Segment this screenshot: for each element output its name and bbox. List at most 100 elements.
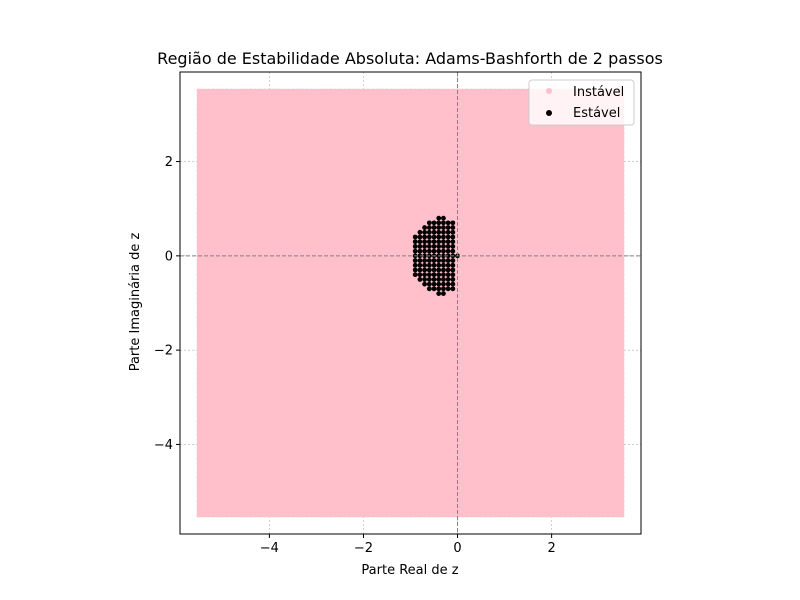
unstable-point <box>267 131 272 136</box>
unstable-point <box>295 314 300 320</box>
unstable-point <box>262 291 267 296</box>
unstable-point <box>445 197 451 202</box>
unstable-point <box>436 352 441 358</box>
unstable-point <box>271 145 277 150</box>
unstable-point <box>201 135 206 141</box>
unstable-point <box>370 201 376 207</box>
unstable-point <box>413 277 418 282</box>
unstable-point <box>210 475 216 480</box>
unstable-point <box>427 112 432 117</box>
unstable-point <box>380 446 385 452</box>
unstable-point <box>253 451 258 457</box>
unstable-point <box>220 187 225 193</box>
unstable-point <box>206 465 211 471</box>
unstable-point <box>262 173 267 178</box>
unstable-point <box>356 390 361 395</box>
unstable-point <box>375 347 380 353</box>
unstable-point <box>220 366 225 372</box>
unstable-point <box>417 192 423 197</box>
unstable-point <box>234 508 239 513</box>
unstable-point <box>380 494 385 499</box>
unstable-point <box>234 201 239 207</box>
unstable-point <box>427 211 432 216</box>
unstable-point <box>333 201 338 207</box>
unstable-point <box>427 451 432 457</box>
unstable-point <box>361 319 366 325</box>
unstable-point <box>295 296 300 301</box>
unstable-point <box>427 154 432 160</box>
unstable-point <box>351 380 357 386</box>
unstable-point <box>215 192 220 197</box>
unstable-point <box>417 206 423 211</box>
unstable-point <box>281 347 286 353</box>
unstable-point <box>210 413 216 419</box>
unstable-point <box>422 296 427 301</box>
unstable-point <box>220 296 225 301</box>
unstable-point <box>427 409 432 414</box>
unstable-point <box>427 333 432 339</box>
unstable-point <box>380 173 385 178</box>
unstable-point <box>427 98 432 103</box>
unstable-point <box>210 409 216 414</box>
unstable-point <box>347 277 352 282</box>
unstable-point <box>323 432 329 438</box>
unstable-point <box>394 498 399 504</box>
unstable-point <box>370 508 376 513</box>
unstable-point <box>431 461 437 466</box>
unstable-point <box>300 324 305 329</box>
unstable-point <box>220 503 225 508</box>
unstable-point <box>413 225 418 230</box>
unstable-point <box>210 324 216 329</box>
unstable-point <box>196 470 202 475</box>
unstable-point <box>238 286 244 292</box>
unstable-point <box>271 192 277 197</box>
unstable-point <box>389 159 394 164</box>
unstable-point <box>323 168 329 174</box>
unstable-point <box>201 380 206 386</box>
unstable-point <box>351 93 357 98</box>
unstable-point <box>445 140 451 145</box>
unstable-point <box>380 277 385 282</box>
unstable-point <box>413 310 418 315</box>
unstable-point <box>370 489 376 494</box>
unstable-point <box>238 239 244 244</box>
unstable-point <box>281 380 286 386</box>
unstable-point <box>201 187 206 193</box>
unstable-point <box>229 470 234 475</box>
unstable-point <box>403 451 408 457</box>
unstable-point <box>445 494 451 499</box>
unstable-point <box>380 347 385 353</box>
unstable-point <box>290 418 296 424</box>
unstable-point <box>417 371 423 376</box>
unstable-point <box>342 465 347 471</box>
unstable-point <box>248 93 253 98</box>
unstable-point <box>361 465 366 471</box>
unstable-point <box>220 352 225 358</box>
unstable-point <box>215 267 220 273</box>
unstable-point <box>290 319 296 325</box>
unstable-point <box>201 164 206 169</box>
unstable-point <box>243 164 249 169</box>
unstable-point <box>365 187 371 193</box>
unstable-point <box>351 267 357 273</box>
unstable-point <box>328 263 333 268</box>
unstable-point <box>262 494 267 499</box>
unstable-point <box>224 135 230 141</box>
unstable-point <box>356 126 361 131</box>
unstable-point <box>417 437 423 442</box>
unstable-point <box>408 428 413 433</box>
unstable-point <box>243 310 249 315</box>
unstable-point <box>215 102 220 108</box>
unstable-point <box>323 324 329 329</box>
unstable-point <box>337 305 343 310</box>
unstable-point <box>356 182 361 188</box>
unstable-point <box>375 428 380 433</box>
unstable-point <box>314 230 319 235</box>
unstable-point <box>356 88 361 94</box>
unstable-point <box>351 456 357 461</box>
unstable-point <box>281 409 286 414</box>
unstable-point <box>210 168 216 174</box>
unstable-point <box>384 206 390 211</box>
unstable-point <box>248 409 253 414</box>
unstable-point <box>441 484 446 490</box>
